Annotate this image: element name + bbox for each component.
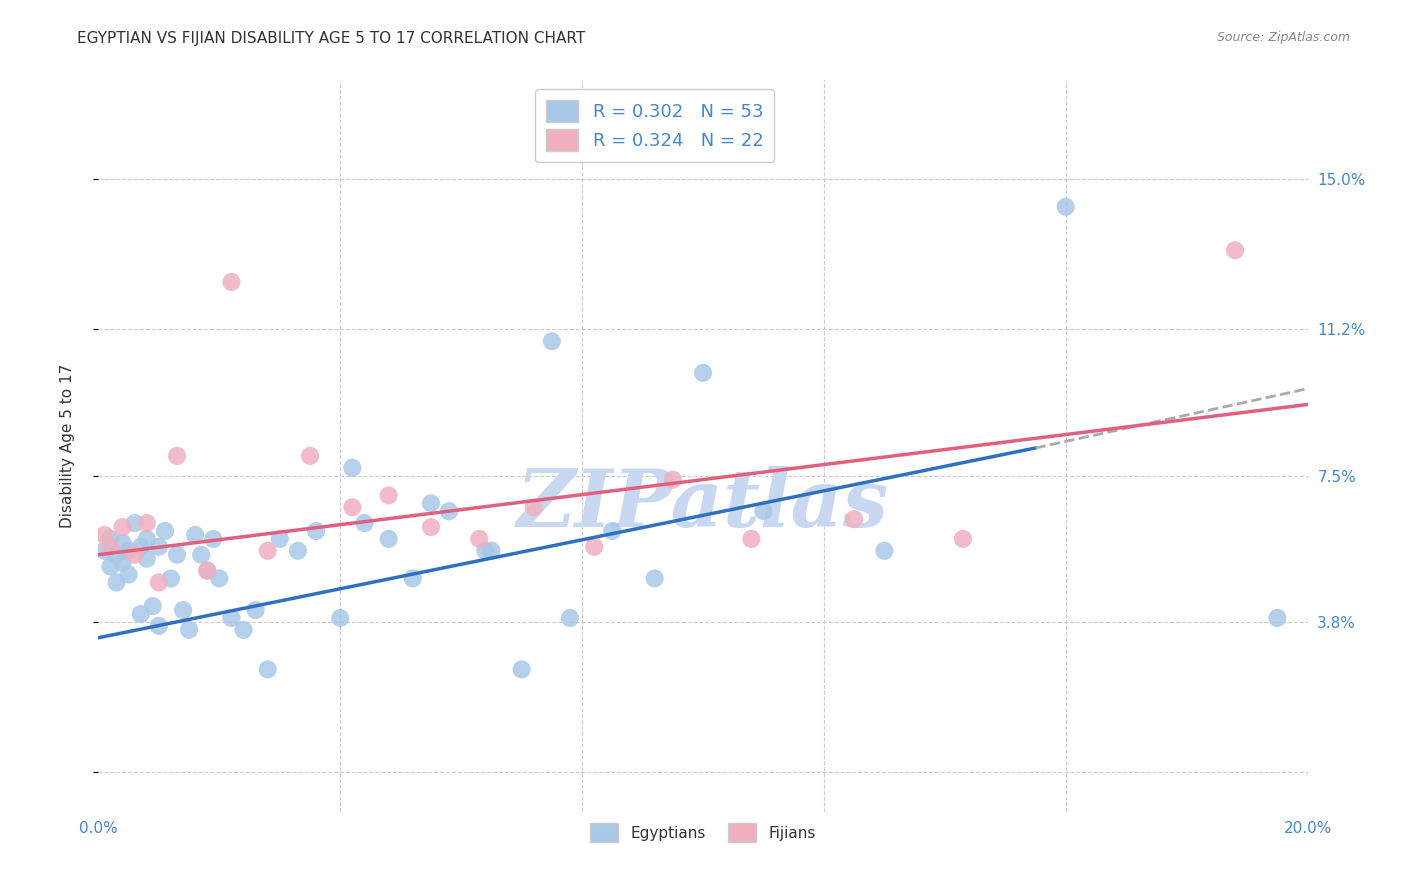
Point bbox=[111, 520, 134, 534]
Point bbox=[752, 504, 775, 518]
Point bbox=[1054, 200, 1077, 214]
Point bbox=[166, 548, 188, 562]
Point bbox=[124, 516, 146, 530]
Point bbox=[481, 543, 503, 558]
Point bbox=[124, 548, 146, 562]
Point bbox=[105, 548, 128, 562]
Text: EGYPTIAN VS FIJIAN DISABILITY AGE 5 TO 17 CORRELATION CHART: EGYPTIAN VS FIJIAN DISABILITY AGE 5 TO 1… bbox=[77, 31, 585, 46]
Point bbox=[256, 662, 278, 676]
Point bbox=[287, 543, 309, 558]
Point bbox=[420, 520, 443, 534]
Point bbox=[135, 551, 157, 566]
Point bbox=[111, 536, 134, 550]
Point bbox=[523, 500, 546, 515]
Point bbox=[558, 611, 581, 625]
Point bbox=[437, 504, 460, 518]
Point bbox=[299, 449, 322, 463]
Text: Source: ZipAtlas.com: Source: ZipAtlas.com bbox=[1216, 31, 1350, 45]
Point bbox=[148, 575, 170, 590]
Point bbox=[100, 532, 122, 546]
Point bbox=[342, 460, 364, 475]
Point bbox=[844, 512, 866, 526]
Text: ZIPatlas: ZIPatlas bbox=[517, 466, 889, 543]
Point bbox=[873, 543, 896, 558]
Point bbox=[129, 607, 152, 621]
Point bbox=[661, 473, 683, 487]
Point bbox=[402, 571, 425, 585]
Point bbox=[377, 532, 399, 546]
Point bbox=[952, 532, 974, 546]
Point bbox=[184, 528, 207, 542]
Point bbox=[377, 488, 399, 502]
Point bbox=[195, 564, 218, 578]
Point bbox=[269, 532, 291, 546]
Point bbox=[160, 571, 183, 585]
Point bbox=[105, 575, 128, 590]
Point bbox=[129, 540, 152, 554]
Y-axis label: Disability Age 5 to 17: Disability Age 5 to 17 bbox=[60, 364, 75, 528]
Point bbox=[148, 540, 170, 554]
Point bbox=[474, 543, 496, 558]
Point bbox=[232, 623, 254, 637]
Point bbox=[148, 619, 170, 633]
Point bbox=[420, 496, 443, 510]
Point bbox=[135, 516, 157, 530]
Point bbox=[208, 571, 231, 585]
Point bbox=[118, 567, 141, 582]
Point bbox=[1223, 244, 1246, 258]
Point bbox=[342, 500, 364, 515]
Point bbox=[221, 611, 243, 625]
Point bbox=[93, 528, 115, 542]
Point bbox=[256, 543, 278, 558]
Point bbox=[644, 571, 666, 585]
Point bbox=[468, 532, 491, 546]
Point bbox=[190, 548, 212, 562]
Point bbox=[142, 599, 165, 614]
Point bbox=[195, 564, 218, 578]
Legend: Egyptians, Fijians: Egyptians, Fijians bbox=[585, 817, 821, 848]
Point bbox=[111, 556, 134, 570]
Point bbox=[510, 662, 533, 676]
Point bbox=[221, 275, 243, 289]
Point bbox=[100, 540, 122, 554]
Point bbox=[135, 532, 157, 546]
Point bbox=[179, 623, 201, 637]
Point bbox=[1267, 611, 1289, 625]
Point bbox=[329, 611, 352, 625]
Point bbox=[93, 543, 115, 558]
Point bbox=[153, 524, 176, 538]
Point bbox=[305, 524, 328, 538]
Point bbox=[118, 543, 141, 558]
Point bbox=[353, 516, 375, 530]
Point bbox=[202, 532, 225, 546]
Point bbox=[166, 449, 188, 463]
Point bbox=[245, 603, 267, 617]
Point bbox=[583, 540, 606, 554]
Point bbox=[602, 524, 624, 538]
Point bbox=[692, 366, 714, 380]
Point bbox=[740, 532, 762, 546]
Point bbox=[100, 559, 122, 574]
Point bbox=[172, 603, 194, 617]
Point bbox=[540, 334, 562, 349]
